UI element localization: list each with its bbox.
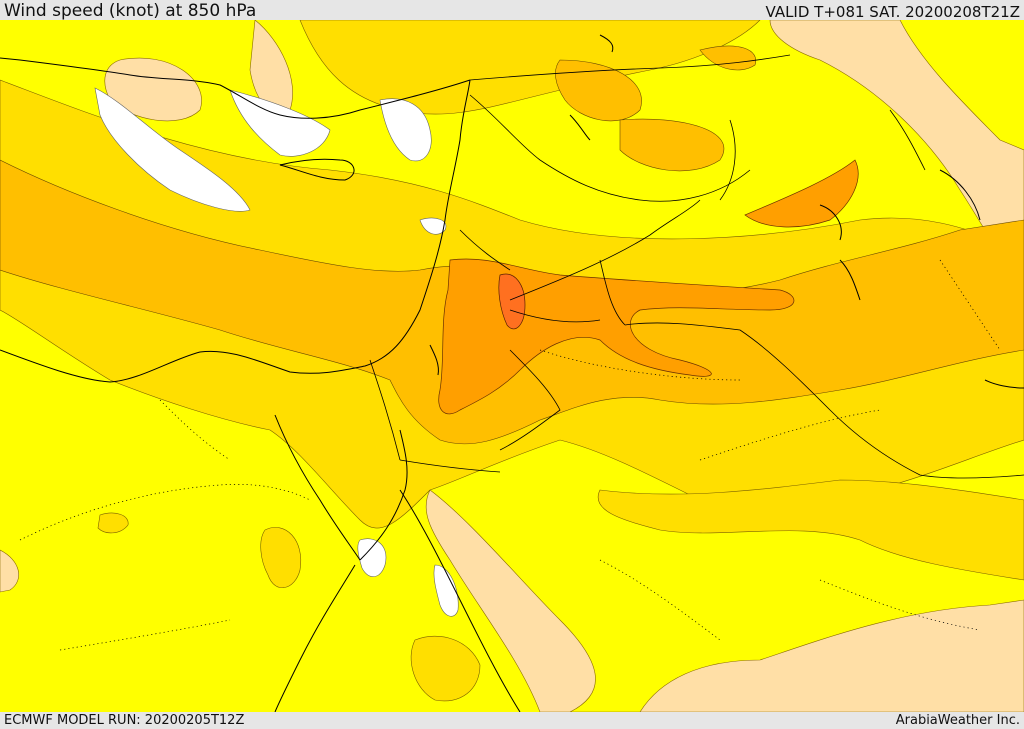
footer-bar xyxy=(0,712,1024,729)
mid-wind-region xyxy=(597,479,1024,581)
model-run-label: ECMWF MODEL RUN: 20200205T12Z xyxy=(4,713,245,728)
low-wind-region xyxy=(104,57,202,122)
high-wind-region xyxy=(438,258,795,415)
calm-region xyxy=(94,87,251,212)
low-wind-region xyxy=(769,20,1024,281)
mid-wind-region xyxy=(299,20,761,115)
mid-wind-region xyxy=(410,635,481,702)
valid-time: VALID T+081 SAT. 20200208T21Z xyxy=(765,3,1020,21)
country-borders xyxy=(369,54,1024,479)
calm-region xyxy=(229,89,331,157)
calm-region xyxy=(357,538,387,577)
mid-high-wind-region xyxy=(699,45,757,71)
low-wind-region xyxy=(0,549,19,593)
coastlines xyxy=(0,34,1024,712)
wind-speed-map[interactable] xyxy=(0,20,1024,712)
map-title: Wind speed (knot) at 850 hPa xyxy=(4,1,257,21)
mid-wind-region xyxy=(260,527,302,588)
mid-high-wind-region xyxy=(619,118,725,172)
header-bar xyxy=(0,0,1024,20)
calm-region xyxy=(433,564,459,617)
brand-label: ArabiaWeather Inc. xyxy=(895,713,1020,728)
calm-region xyxy=(379,98,432,162)
mid-wind-region xyxy=(97,512,129,534)
highest-wind-region xyxy=(498,273,526,330)
admin-boundaries xyxy=(19,259,1001,651)
calm-region xyxy=(419,217,447,235)
low-wind-region xyxy=(425,489,1024,712)
